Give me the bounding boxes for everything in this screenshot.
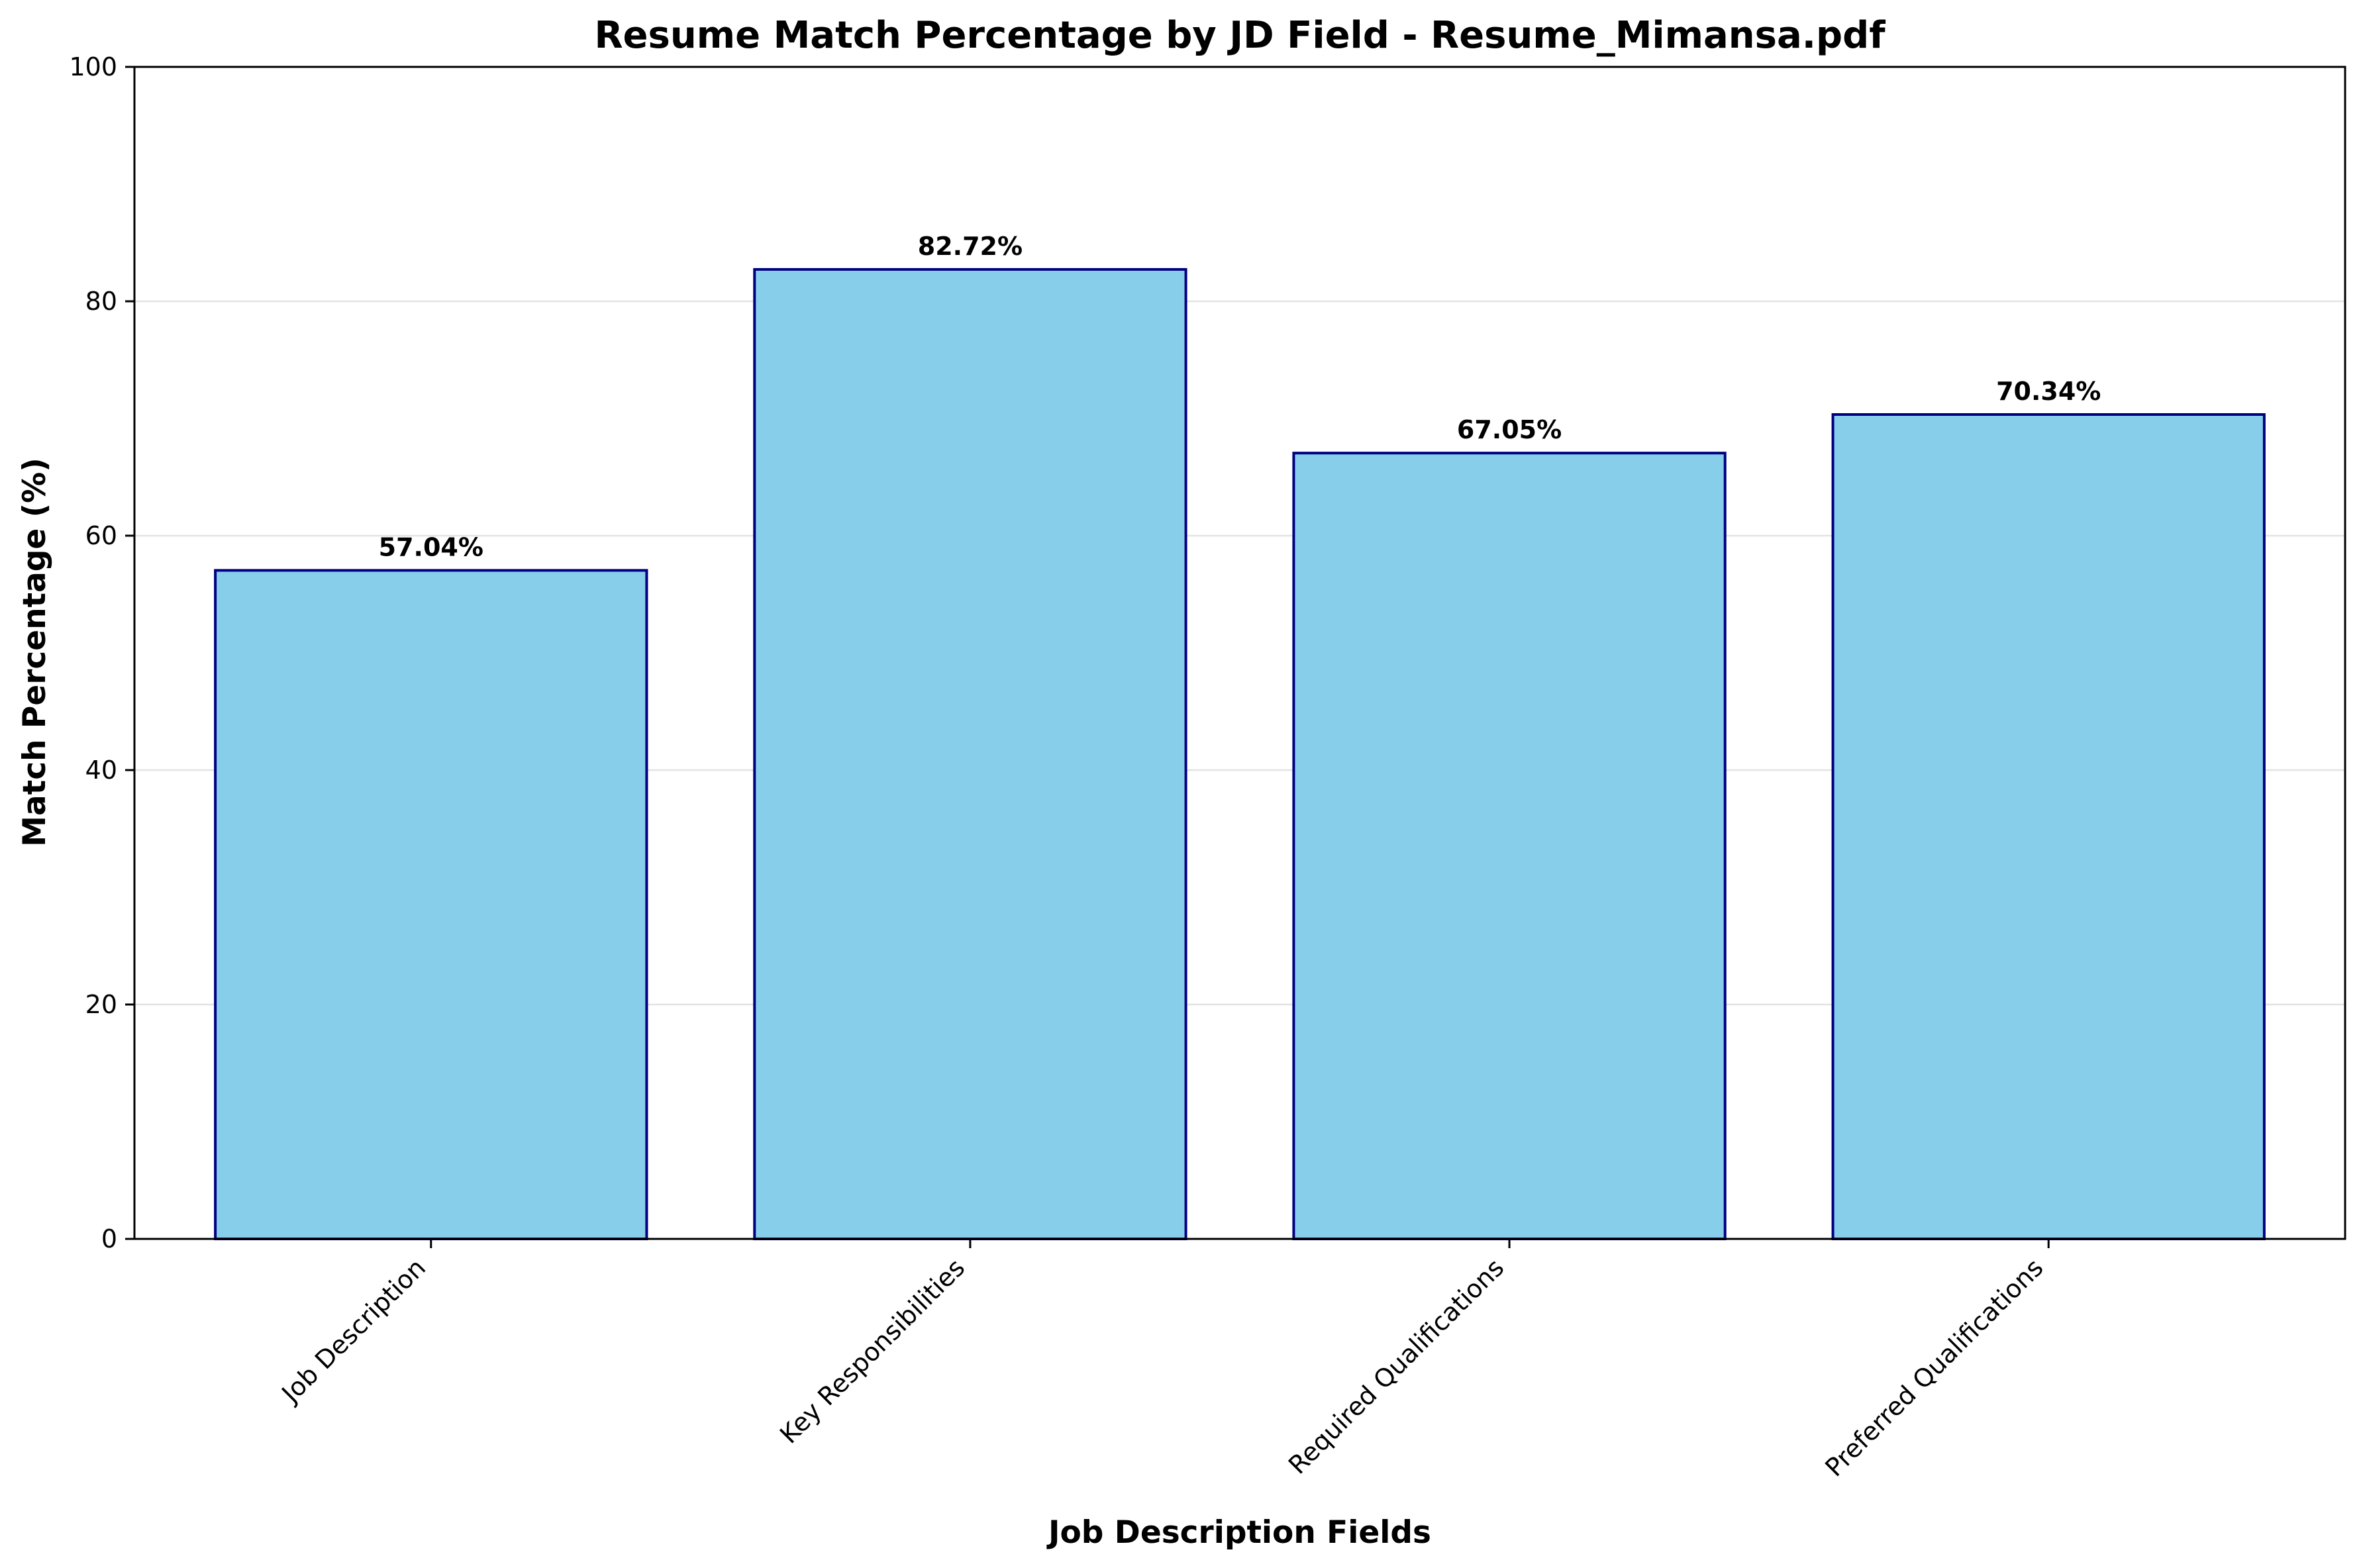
y-tick-label: 100 — [69, 52, 117, 81]
x-tick-label: Key Responsibilities — [774, 1253, 970, 1449]
bar — [1292, 452, 1727, 1241]
x-axis: Job Description Key Responsibilities Requi… — [276, 1239, 2050, 1482]
y-tick-label: 80 — [85, 287, 117, 316]
y-tick-label: 60 — [85, 521, 117, 550]
y-tick-label: 40 — [85, 756, 117, 785]
value-labels: 57.04% 82.72% 67.05% 70.34% — [379, 232, 2101, 562]
x-axis-label: Job Description Fields — [1046, 1514, 1431, 1551]
y-tick-label: 20 — [85, 990, 117, 1019]
chart-title: Resume Match Percentage by JD Field - Re… — [594, 14, 1885, 57]
bar — [214, 569, 648, 1240]
bar-value-label: 67.05% — [1457, 415, 1562, 444]
y-tick-label: 0 — [101, 1224, 117, 1253]
bar — [753, 268, 1187, 1241]
bar-value-label: 82.72% — [918, 232, 1023, 261]
bar — [1831, 413, 2266, 1240]
bar-value-label: 70.34% — [1996, 377, 2101, 406]
x-tick-label: Required Qualifications — [1283, 1253, 1509, 1479]
y-axis-label: Match Percentage (%) — [17, 458, 53, 846]
bars — [214, 268, 2266, 1241]
y-axis: 0 20 40 60 80 100 — [69, 52, 134, 1253]
x-tick-label: Job Description — [276, 1253, 432, 1409]
bar-value-label: 57.04% — [379, 532, 483, 562]
x-tick-label: Preferred Qualifications — [1819, 1253, 2048, 1482]
plot-frame — [133, 66, 2346, 1240]
